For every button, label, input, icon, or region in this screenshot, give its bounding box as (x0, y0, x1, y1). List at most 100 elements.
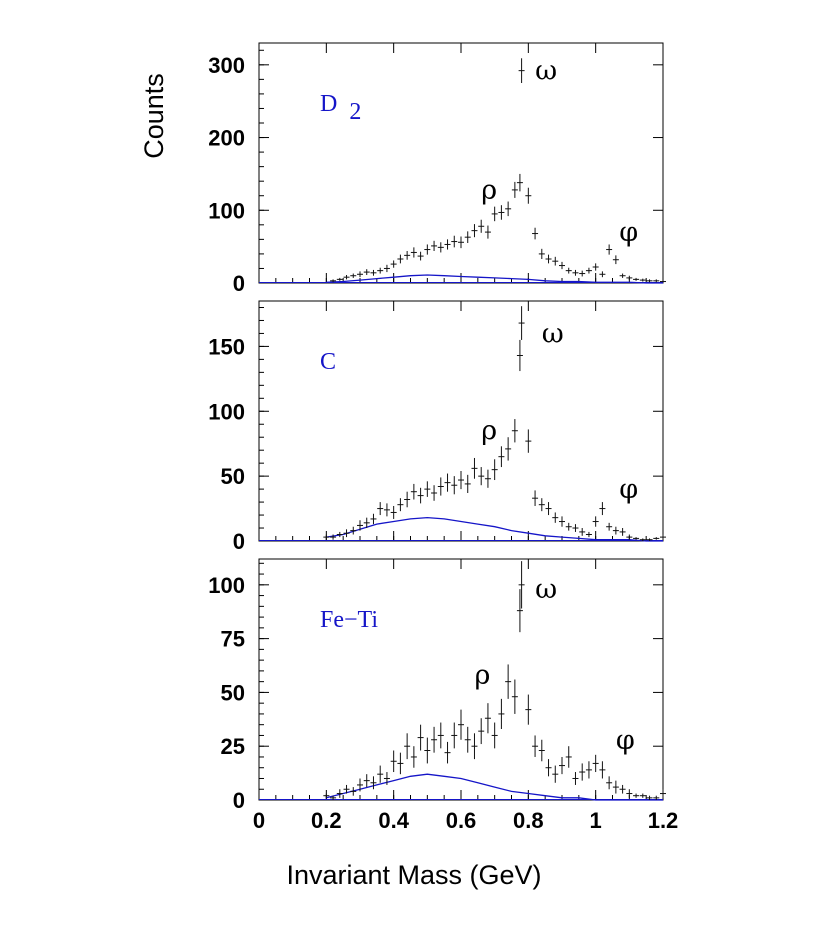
data-point (390, 260, 397, 268)
data-point (471, 733, 478, 760)
peak-label: φ (619, 474, 638, 505)
data-point (538, 498, 545, 512)
data-point (464, 231, 471, 243)
data-point (518, 561, 525, 609)
peak-label: φ (619, 217, 638, 248)
data-point (323, 793, 330, 798)
peak-label: ω (535, 574, 557, 605)
data-point (336, 277, 343, 281)
data-point (612, 255, 619, 265)
data-point (350, 526, 357, 535)
data-point (343, 529, 350, 538)
data-point (417, 724, 424, 751)
data-point (431, 726, 438, 753)
data-point (639, 793, 646, 798)
data-point (525, 187, 532, 204)
data-point (410, 247, 417, 258)
data-point (660, 280, 666, 283)
y-tick-label: 75 (221, 627, 245, 652)
data-point (377, 502, 384, 516)
data-point (565, 746, 572, 768)
data-point (343, 275, 350, 280)
data-point (330, 534, 337, 540)
data-point (511, 419, 518, 443)
data-point (511, 679, 518, 714)
data-point (390, 505, 397, 519)
data-point (505, 201, 512, 217)
x-tick-label: 0.6 (446, 808, 477, 833)
panel-1: 0 100 200 300 D 2 ω ρ φ (208, 42, 666, 296)
data-point (592, 754, 599, 773)
data-point (431, 240, 438, 251)
data-point (532, 490, 539, 506)
panel-label: Fe−Ti (320, 607, 378, 633)
data-point (559, 261, 565, 270)
data-point (404, 491, 411, 508)
y-tick-label: 0 (233, 529, 245, 554)
data-point (417, 487, 424, 504)
y-tick-label: 150 (208, 334, 245, 359)
panel-2: 0 50 100 150 Cω ρ φ (208, 300, 666, 554)
data-point (579, 528, 586, 536)
data-point (619, 528, 626, 536)
data-point (404, 733, 411, 760)
data-point (612, 526, 619, 535)
data-point (484, 703, 491, 734)
y-tick-label: 25 (221, 734, 245, 759)
data-point (538, 739, 545, 762)
panel-label: C (320, 349, 336, 375)
data-point (357, 520, 363, 531)
data-point (579, 270, 586, 277)
data-point (592, 263, 599, 271)
data-point (646, 538, 653, 541)
data-point (437, 242, 444, 253)
data-point (363, 774, 370, 788)
data-point (626, 534, 633, 540)
data-point (464, 726, 471, 753)
data-point (516, 173, 523, 192)
y-tick-label: 100 (208, 573, 245, 598)
y-tick-label: 50 (221, 680, 245, 705)
data-point (619, 273, 626, 278)
data-point (390, 750, 397, 773)
data-point (451, 235, 458, 248)
x-tick-label: 0.4 (378, 808, 409, 833)
data-point (572, 524, 579, 532)
x-tick-label: 1 (590, 808, 602, 833)
x-tick-label: 0.2 (311, 808, 342, 833)
data-point (323, 534, 330, 540)
y-tick-label: 0 (233, 788, 245, 813)
background-curve (326, 516, 663, 542)
data-point (518, 58, 525, 83)
x-tick-labels: 0 0.2 0.4 0.6 0.8 1 1.2 (253, 808, 678, 833)
data-point (444, 473, 451, 492)
data-point (410, 746, 417, 768)
data-point (471, 224, 478, 238)
data-point (357, 271, 363, 278)
data-point (484, 225, 491, 239)
peak-label: ω (542, 318, 564, 349)
data-point (370, 513, 377, 525)
y-tick-label: 100 (208, 198, 245, 223)
data-point (545, 254, 552, 264)
data-point (626, 275, 633, 281)
data-point (612, 780, 619, 794)
panel-label-main: Fe−Ti (320, 607, 378, 633)
peak-label: ω (535, 56, 557, 87)
data-point (478, 467, 485, 486)
data-point (397, 498, 404, 512)
data-point (599, 271, 606, 278)
data-point (498, 446, 505, 468)
data-point (599, 502, 606, 516)
y-tick-label: 50 (221, 464, 245, 489)
data-point (377, 765, 384, 783)
data-point (606, 244, 613, 255)
data-point (478, 718, 485, 745)
x-axis-title: Invariant Mass (GeV) (286, 860, 541, 890)
panels: 0 100 200 300 D 2 ω ρ φ 0 50 100 150 Cω ρ φ 0 25 50 75 100 Fe… (208, 42, 666, 813)
data-point (572, 772, 579, 785)
data-point (498, 698, 505, 729)
data-point (471, 457, 478, 479)
data-point (370, 269, 377, 276)
